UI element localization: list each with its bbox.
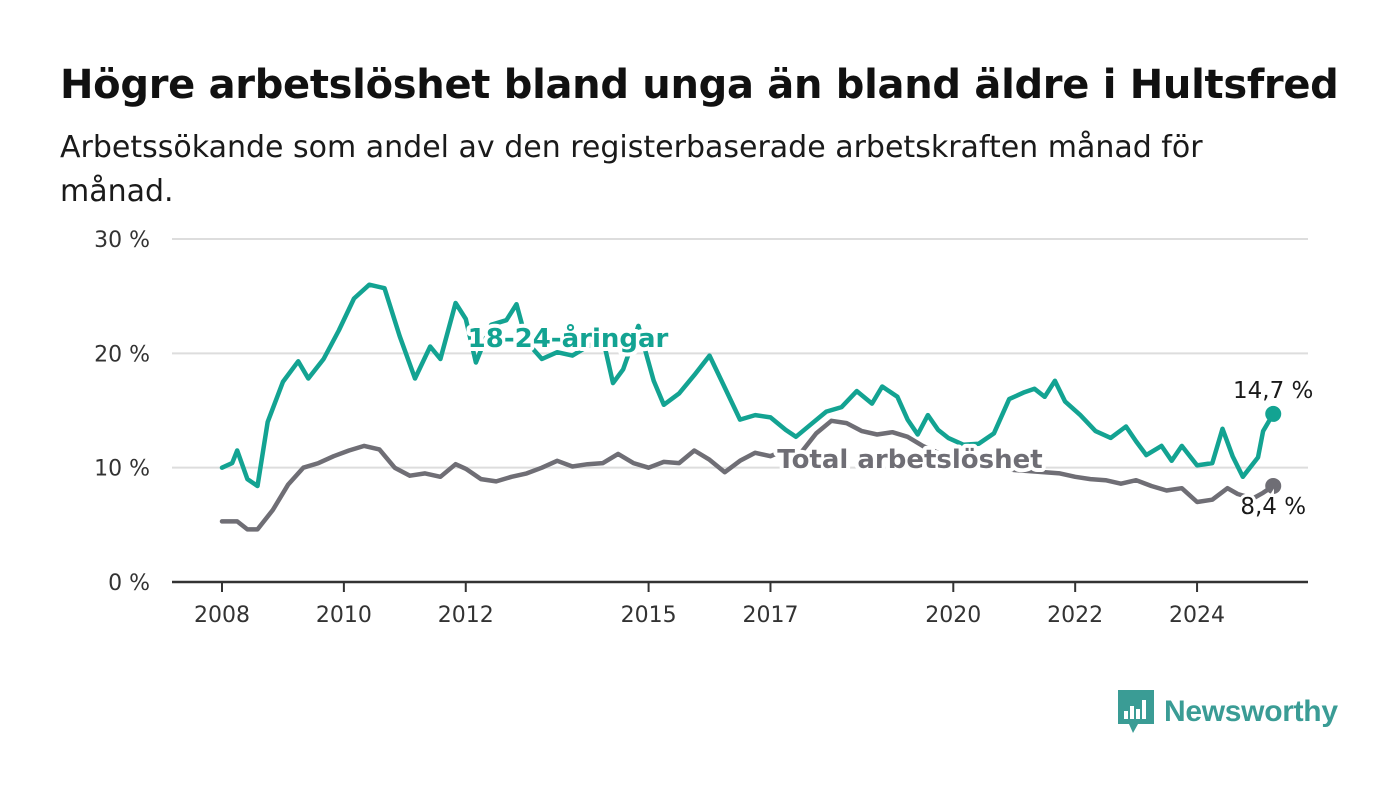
series-lines [219, 282, 1276, 532]
end-label-youth: 14,7 % [1233, 378, 1313, 404]
x-tick-label: 2012 [438, 603, 494, 628]
logo-text: Newsworthy [1164, 695, 1338, 728]
x-tick-label: 2010 [316, 603, 372, 628]
x-tick-label: 2017 [742, 603, 798, 628]
series-line-total [219, 418, 1276, 532]
y-tick-label: 20 % [94, 342, 150, 367]
series-label-youth: 18-24-åringar [468, 322, 669, 354]
end-marker-youth [1265, 405, 1282, 422]
chart-subtitle: Arbetssökande som andel av den registerb… [60, 130, 1203, 209]
y-tick-label: 0 % [108, 571, 150, 596]
x-tick-label: 2024 [1169, 603, 1225, 628]
x-axis: 2008 2010 2012 2015 2017 2020 2022 2024 [172, 580, 1308, 628]
series-labels: 18-24-åringar Total arbetslöshet 14,7 % 8,4… [464, 318, 1317, 523]
x-tick-label: 2022 [1047, 603, 1103, 628]
y-axis-labels: 0 % 10 % 20 % 30 % [94, 228, 150, 596]
end-marker-total [1265, 477, 1282, 494]
x-tick-label: 2020 [925, 603, 981, 628]
end-label-total: 8,4 % [1240, 494, 1306, 520]
series-label-total: Total arbetslöshet [777, 445, 1042, 475]
newsworthy-logo: Newsworthy [1118, 690, 1338, 734]
chart-title: Högre arbetslöshet bland unga än bland ä… [60, 62, 1339, 108]
y-tick-label: 10 % [94, 457, 150, 482]
gridlines [172, 238, 1308, 469]
y-tick-label: 30 % [94, 228, 150, 253]
bar-chart-speech-bubble-icon [1118, 690, 1154, 733]
series-line-youth [219, 282, 1276, 489]
x-tick-label: 2008 [194, 603, 250, 628]
x-tick-label: 2015 [621, 603, 677, 628]
